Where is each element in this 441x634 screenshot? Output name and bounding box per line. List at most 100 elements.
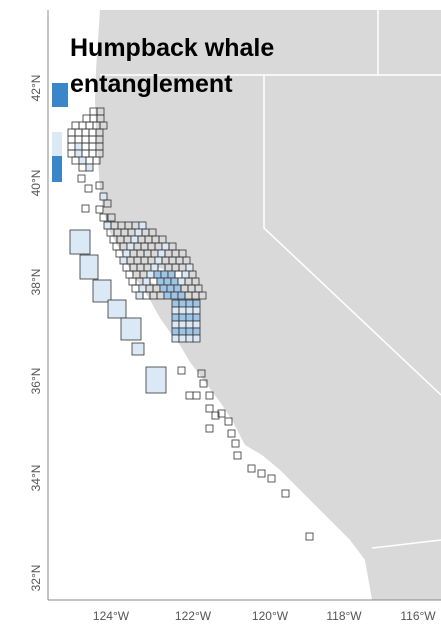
grid-cell	[177, 291, 186, 300]
grid-cell	[224, 417, 233, 426]
grid-cell	[146, 270, 155, 279]
grid-cell	[122, 249, 131, 258]
grid-cell	[163, 291, 172, 300]
grid-cell	[231, 439, 240, 448]
grid-cell	[99, 192, 108, 201]
grid-cell	[154, 256, 163, 265]
grid-cell	[199, 379, 208, 388]
land-mass	[95, 10, 441, 600]
grid-cell	[163, 277, 172, 286]
grid-cell	[178, 313, 187, 322]
grid-cell	[138, 284, 147, 293]
grid-cell	[171, 320, 180, 329]
state-border-ca-nv	[263, 75, 441, 396]
grid-cell	[52, 83, 68, 107]
grid-cell	[178, 306, 187, 315]
lon-tick-label: 118°W	[326, 609, 362, 623]
lat-tick-label: 38°N	[29, 269, 43, 296]
grid-cell	[192, 391, 201, 400]
grid-cell	[103, 221, 112, 230]
grid-cell	[192, 306, 201, 315]
entanglement-cells	[52, 83, 314, 541]
grid-cell	[178, 299, 187, 308]
lat-tick-label: 40°N	[29, 170, 43, 197]
grid-cell	[257, 469, 266, 478]
grid-cell	[281, 489, 290, 498]
grid-cell	[107, 299, 127, 319]
grid-cell	[171, 327, 180, 336]
grid-cell	[52, 156, 62, 182]
grid-cell	[177, 366, 186, 375]
grid-cell	[233, 451, 242, 460]
grid-cell	[198, 291, 207, 300]
grid-cell	[185, 306, 194, 315]
grid-cell	[170, 277, 179, 286]
grid-cell	[52, 132, 62, 156]
grid-cell	[305, 532, 314, 541]
grid-cell	[69, 229, 91, 255]
map-title-line-2: entanglement	[70, 70, 233, 98]
grid-cell	[167, 270, 176, 279]
lon-tick-label: 116°W	[400, 609, 436, 623]
grid-cell	[197, 369, 206, 378]
grid-cell	[185, 334, 194, 343]
lat-tick-label: 42°N	[29, 75, 43, 102]
grid-cell	[120, 317, 142, 341]
grid-cell	[173, 284, 182, 293]
grid-cell	[166, 284, 175, 293]
lon-tick-label: 122°W	[175, 609, 212, 623]
lat-tick-label: 32°N	[29, 565, 43, 592]
grid-cell	[92, 156, 101, 165]
grid-cell	[119, 256, 128, 265]
lon-tick-label: 124°W	[93, 609, 130, 623]
grid-cell	[103, 199, 112, 208]
grid-cell	[217, 409, 226, 418]
grid-cell	[192, 320, 201, 329]
map-title-line-1: Humpback whale	[70, 34, 274, 62]
grid-cell	[95, 205, 104, 214]
grid-cell	[171, 334, 180, 343]
grid-cell	[185, 263, 194, 272]
grid-cell	[247, 464, 256, 473]
grid-cell	[171, 306, 180, 315]
grid-cell	[85, 163, 94, 172]
grid-cell	[159, 284, 168, 293]
lon-tick-label: 120°W	[252, 609, 289, 623]
grid-cell	[134, 228, 143, 237]
grid-cell	[192, 313, 201, 322]
grid-cell	[161, 242, 170, 251]
grid-cell	[138, 221, 147, 230]
grid-cell	[185, 313, 194, 322]
lat-tick-label: 34°N	[29, 465, 43, 492]
grid-cell	[74, 142, 83, 151]
grid-cell	[192, 327, 201, 336]
grid-cell	[107, 213, 116, 222]
grid-cell	[160, 270, 169, 279]
grid-cell	[135, 291, 144, 300]
grid-cell	[267, 474, 276, 483]
grid-cell	[205, 391, 214, 400]
grid-cell	[142, 277, 151, 286]
grid-cell	[130, 235, 139, 244]
grid-cell	[92, 279, 112, 303]
grid-cell	[170, 291, 179, 300]
grid-cell	[153, 270, 162, 279]
grid-cell	[84, 184, 93, 193]
grid-cell	[78, 156, 87, 165]
grid-cell	[171, 313, 180, 322]
grid-cell	[178, 334, 187, 343]
grid-cell	[156, 277, 165, 286]
grid-cell	[157, 249, 166, 258]
lat-tick-label: 36°N	[29, 368, 43, 395]
grid-cell	[185, 320, 194, 329]
grid-cell	[227, 429, 236, 438]
grid-cell	[150, 263, 159, 272]
grid-cell	[77, 174, 86, 183]
grid-cell	[177, 277, 186, 286]
grid-cell	[131, 342, 145, 356]
lon-tick-labels: 124°W 122°W 120°W 118°W 116°W	[93, 609, 436, 623]
grid-cell	[205, 424, 214, 433]
grid-cell	[178, 320, 187, 329]
grid-cell	[205, 404, 214, 413]
